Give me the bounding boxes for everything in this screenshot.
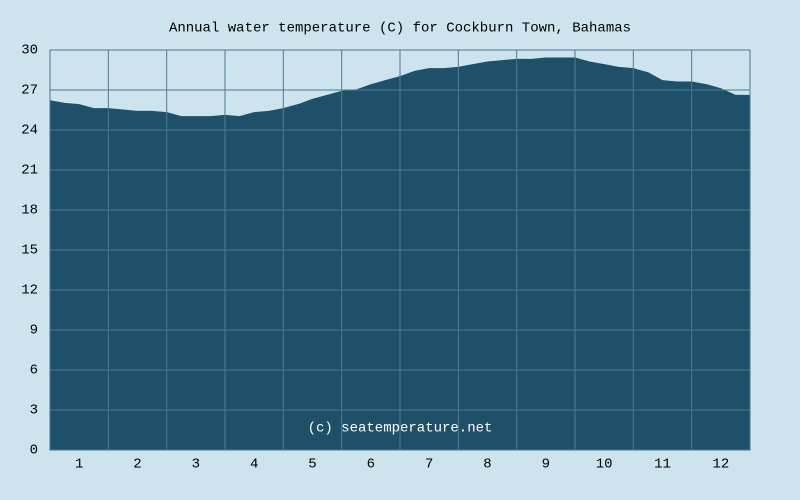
x-tick-label: 7: [425, 457, 433, 473]
chart-title: Annual water temperature (C) for Cockbur…: [169, 21, 631, 37]
x-tick-label: 12: [712, 457, 729, 473]
y-tick-label: 12: [21, 283, 38, 299]
y-tick-label: 30: [21, 43, 38, 59]
y-tick-label: 18: [21, 203, 38, 219]
x-tick-label: 5: [308, 457, 316, 473]
y-tick-label: 21: [21, 163, 38, 179]
watermark: (c) seatemperature.net: [308, 421, 493, 437]
x-tick-label: 10: [596, 457, 613, 473]
x-tick-label: 2: [133, 457, 141, 473]
y-tick-label: 15: [21, 243, 38, 259]
x-tick-label: 6: [367, 457, 375, 473]
y-tick-label: 9: [30, 323, 38, 339]
y-tick-label: 27: [21, 83, 38, 99]
y-tick-label: 3: [30, 403, 38, 419]
x-tick-label: 9: [542, 457, 550, 473]
x-tick-label: 3: [192, 457, 200, 473]
y-tick-label: 24: [21, 123, 38, 139]
plot-border: [49, 49, 751, 451]
x-tick-label: 4: [250, 457, 258, 473]
x-tick-label: 8: [483, 457, 491, 473]
y-tick-label: 0: [30, 443, 38, 459]
y-tick-label: 6: [30, 363, 38, 379]
x-tick-label: 1: [75, 457, 83, 473]
x-tick-label: 11: [654, 457, 671, 473]
